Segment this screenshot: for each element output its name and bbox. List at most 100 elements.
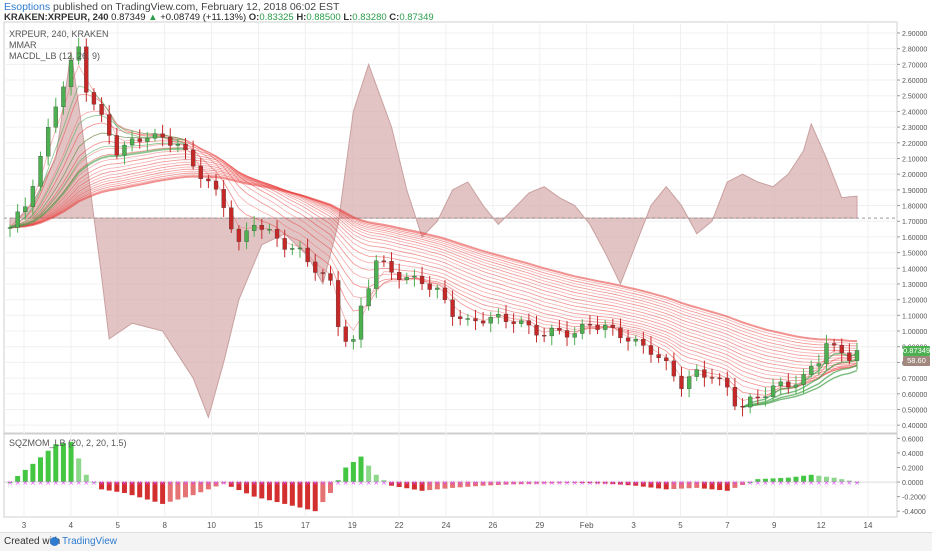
momentum-bar — [625, 482, 631, 486]
candle-body — [30, 186, 36, 207]
ribbon-ma-line — [9, 161, 858, 360]
squeeze-dot: × — [137, 479, 143, 487]
momentum-bar — [175, 482, 181, 500]
x-tick-label: 7 — [725, 521, 730, 530]
candle-body — [7, 227, 13, 229]
legend-mmar[interactable]: MMAR — [9, 40, 37, 50]
squeeze-dot: × — [587, 479, 593, 487]
momentum-bar — [389, 482, 395, 486]
momentum-bar — [518, 482, 524, 485]
squeeze-dot: × — [373, 479, 379, 487]
tradingview-logo-icon — [50, 537, 59, 546]
squeeze-dot: × — [717, 479, 723, 487]
candle-body — [297, 247, 303, 250]
ribbon-ma-line — [9, 174, 858, 344]
ribbon-ma-line — [9, 172, 858, 347]
squeeze-dot: × — [579, 479, 585, 487]
momentum-tick-label: -0.2000 — [902, 495, 926, 502]
ribbon-green-line — [742, 364, 858, 408]
momentum-bar — [60, 443, 66, 483]
candle-body — [473, 318, 478, 322]
momentum-tick-label: 0.2000 — [902, 465, 924, 472]
ribbon-ma-line — [9, 153, 858, 369]
squeeze-dot: × — [267, 479, 273, 487]
momentum-bar — [259, 482, 265, 499]
ribbon-ma-line — [9, 168, 858, 352]
candle-body — [671, 360, 677, 377]
momentum-bar — [854, 482, 860, 484]
momentum-bar — [534, 482, 540, 484]
squeeze-dot: × — [778, 479, 784, 487]
tradingview-link[interactable]: TradingView — [62, 536, 118, 547]
squeeze-dot: × — [167, 479, 173, 487]
candle-body — [572, 333, 577, 338]
squeeze-dot: × — [679, 479, 685, 487]
momentum-bar — [327, 482, 333, 493]
squeeze-dot: × — [91, 479, 97, 487]
candle-body — [213, 180, 219, 190]
squeeze-dot: × — [755, 479, 761, 487]
momentum-bar — [289, 482, 295, 506]
candle-body — [53, 106, 58, 128]
squeeze-dot: × — [38, 479, 44, 487]
candle-body — [244, 230, 249, 242]
momentum-bar — [724, 482, 730, 491]
momentum-bar — [602, 482, 608, 484]
x-tick-label: 24 — [442, 521, 451, 530]
legend-symbol[interactable]: XRPEUR, 240, KRAKEN — [9, 29, 109, 39]
candle-body — [801, 374, 806, 385]
candle-body — [107, 114, 112, 136]
ribbon-ma-line — [9, 93, 858, 396]
x-tick-label: 12 — [817, 521, 826, 530]
price-tick-label: 1.40000 — [902, 266, 927, 273]
squeeze-dot: × — [762, 479, 768, 487]
momentum-tick-label: 0.6000 — [902, 436, 924, 443]
x-tick-label: 9 — [772, 521, 777, 530]
squeeze-dot: × — [305, 479, 311, 487]
legend-macd[interactable]: MACDL_LB (12, 26, 9) — [9, 51, 101, 61]
squeeze-dot: × — [747, 479, 753, 487]
x-tick-label: 4 — [69, 521, 74, 530]
candle-body — [809, 365, 814, 375]
squeeze-dot: × — [824, 479, 830, 487]
ribbon-ma-line — [9, 147, 858, 375]
squeeze-dot: × — [656, 479, 662, 487]
squeeze-dot: × — [595, 479, 601, 487]
squeeze-dot: × — [564, 479, 570, 487]
ribbon-ma-line — [9, 159, 858, 363]
indicator-legend[interactable]: SQZMOM_LB (20, 2, 20, 1.5) — [9, 438, 127, 448]
momentum-bar — [633, 482, 639, 486]
author-link[interactable]: Esoptions — [4, 1, 51, 13]
momentum-bar — [503, 482, 509, 485]
candle-body — [343, 326, 348, 342]
momentum-bar — [541, 482, 547, 484]
candle-body — [358, 305, 364, 340]
momentum-bar — [312, 482, 318, 512]
price-tick-label: 1.00000 — [902, 329, 927, 336]
candle-body — [816, 363, 821, 367]
squeeze-dot: × — [76, 479, 82, 487]
momentum-bar — [404, 482, 410, 489]
squeeze-dot: × — [427, 479, 433, 487]
squeeze-dot: × — [213, 479, 219, 487]
x-tick-label: 8 — [162, 521, 167, 530]
momentum-bar — [663, 482, 669, 490]
momentum-bar — [770, 478, 776, 483]
symbol-label: KRAKEN:XRPEUR, 240 — [4, 12, 109, 23]
candle-body — [190, 149, 196, 167]
squeeze-dot: × — [534, 479, 540, 487]
candle-body — [175, 144, 181, 146]
momentum-bar — [839, 479, 845, 483]
squeeze-dot: × — [198, 479, 204, 487]
candle-body — [763, 396, 768, 398]
candle-body — [38, 156, 43, 187]
momentum-bar — [305, 482, 311, 510]
candle-body — [397, 272, 402, 280]
momentum-bar — [717, 482, 723, 491]
squeeze-dot: × — [480, 479, 486, 487]
squeeze-dot: × — [350, 479, 356, 487]
squeeze-dot: × — [335, 479, 341, 487]
momentum-bar — [686, 482, 692, 489]
candle-body — [206, 178, 211, 182]
